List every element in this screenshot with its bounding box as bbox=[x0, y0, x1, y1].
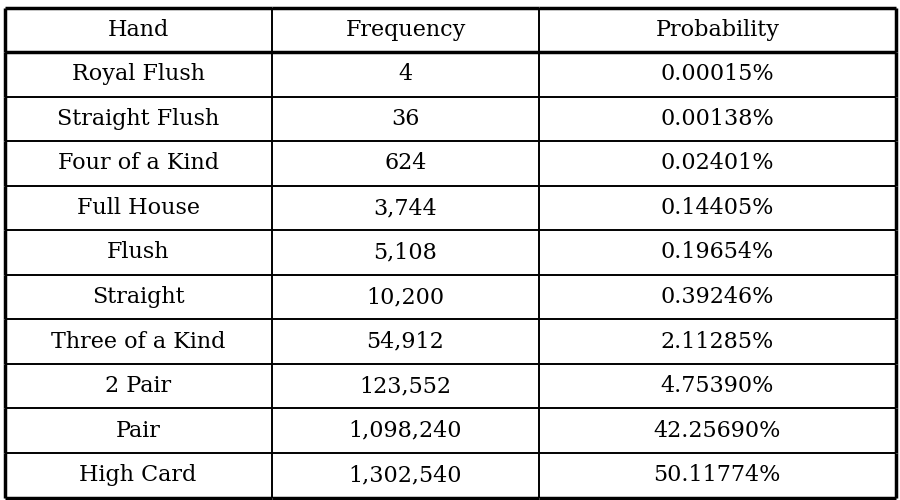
Text: Four of a Kind: Four of a Kind bbox=[58, 152, 219, 174]
Text: 4: 4 bbox=[399, 64, 412, 86]
Text: Pair: Pair bbox=[116, 420, 160, 442]
Text: 0.19654%: 0.19654% bbox=[661, 242, 774, 264]
Text: 50.11774%: 50.11774% bbox=[653, 464, 781, 486]
Text: Frequency: Frequency bbox=[346, 19, 465, 41]
Text: Three of a Kind: Three of a Kind bbox=[51, 330, 225, 352]
Text: Flush: Flush bbox=[107, 242, 169, 264]
Text: 42.25690%: 42.25690% bbox=[653, 420, 781, 442]
Text: 1,098,240: 1,098,240 bbox=[348, 420, 463, 442]
Text: 0.02401%: 0.02401% bbox=[661, 152, 774, 174]
Text: 0.39246%: 0.39246% bbox=[661, 286, 774, 308]
Text: 2.11285%: 2.11285% bbox=[661, 330, 774, 352]
Text: 10,200: 10,200 bbox=[366, 286, 445, 308]
Text: 36: 36 bbox=[392, 108, 419, 130]
Text: 5,108: 5,108 bbox=[374, 242, 437, 264]
Text: 624: 624 bbox=[384, 152, 427, 174]
Text: High Card: High Card bbox=[79, 464, 197, 486]
Text: 1,302,540: 1,302,540 bbox=[348, 464, 463, 486]
Text: Full House: Full House bbox=[76, 197, 200, 219]
Text: 0.00015%: 0.00015% bbox=[661, 64, 774, 86]
Text: Hand: Hand bbox=[107, 19, 169, 41]
Text: Straight Flush: Straight Flush bbox=[57, 108, 220, 130]
Text: 3,744: 3,744 bbox=[374, 197, 437, 219]
Text: 4.75390%: 4.75390% bbox=[661, 375, 774, 397]
Text: 0.00138%: 0.00138% bbox=[661, 108, 774, 130]
Text: Probability: Probability bbox=[655, 19, 779, 41]
Text: Straight: Straight bbox=[92, 286, 184, 308]
Text: 0.14405%: 0.14405% bbox=[661, 197, 774, 219]
Text: 2 Pair: 2 Pair bbox=[105, 375, 171, 397]
Text: 123,552: 123,552 bbox=[359, 375, 452, 397]
Text: Royal Flush: Royal Flush bbox=[72, 64, 204, 86]
Text: 54,912: 54,912 bbox=[366, 330, 445, 352]
